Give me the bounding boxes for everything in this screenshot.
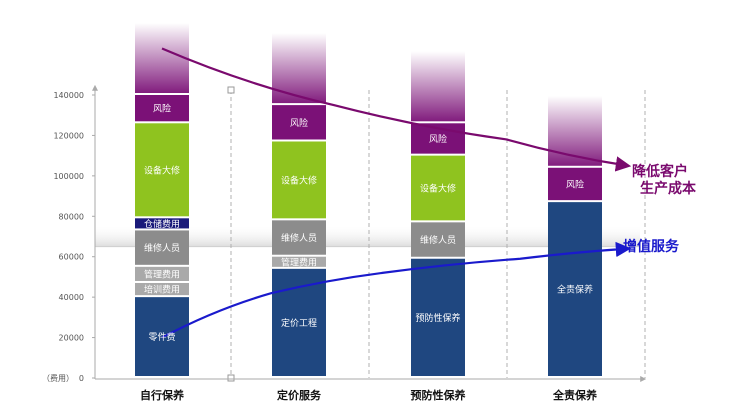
bar-segment-label: 全责保养: [557, 284, 593, 296]
bar-segment-label: 设备大修: [420, 182, 456, 194]
cost-annotation-line1: 降低客户: [632, 163, 688, 180]
bar-segment: [548, 202, 602, 376]
bar-segment-label: 仓储费用: [144, 218, 180, 230]
bar-segment: [272, 105, 326, 140]
bar-segment-label: 设备大修: [144, 164, 180, 176]
bar-segment: [135, 230, 189, 265]
bar-segment-label: 设备大修: [281, 174, 317, 186]
bar-segment-label: 风险: [290, 117, 308, 129]
trend-arrows: [161, 47, 632, 339]
bar-cap-gradient: [135, 23, 189, 93]
divider-marker: [227, 86, 235, 94]
bar-segment: [272, 256, 326, 267]
category-label: 预防性保养: [411, 388, 467, 402]
bar-segment: [411, 258, 465, 376]
grid-lines: [227, 86, 646, 382]
bar-segment-label: 风险: [566, 178, 584, 190]
bar-segment-label: 维修人员: [144, 242, 180, 254]
divider-marker: [227, 374, 235, 382]
y-tick-label: 120000: [53, 131, 84, 140]
category-label: 自行保养: [140, 388, 185, 402]
category-label: 全责保养: [552, 388, 598, 402]
service-annotation: 增值服务: [623, 238, 680, 255]
bar-segment-label: 维修人员: [281, 232, 317, 244]
bar-segment: [272, 141, 326, 219]
cost-annotation-line2: 生产成本: [640, 180, 697, 197]
bar-segment: [411, 155, 465, 221]
category-label: 定价服务: [277, 388, 322, 402]
bar-segment-label: 预防性保养: [415, 312, 460, 324]
y-tick-label: 60000: [59, 253, 84, 262]
bar-segment-label: 风险: [429, 133, 447, 145]
bar-segment-label: 零件费: [148, 331, 175, 343]
axes: [92, 84, 647, 382]
bar-segment: [411, 222, 465, 257]
y-tick-label: 100000: [53, 172, 84, 181]
chart-text: 20000 40000 60000 80000 100000 120000 140000 （费…: [42, 91, 697, 402]
bar-cap-gradient: [411, 51, 465, 122]
bar-segment-label: 管理费用: [144, 268, 180, 280]
bar-segment: [548, 167, 602, 201]
bar-segment-label: 管理费用: [281, 256, 317, 268]
bar-segment: [135, 95, 189, 122]
bar-segment: [135, 282, 189, 296]
y-tick-label: 140000: [53, 91, 84, 100]
y-tick-label: 0: [79, 374, 84, 383]
cost-trend-arrow: [161, 47, 632, 172]
service-trend-arrow: [161, 241, 632, 339]
y-tick-label: 40000: [59, 293, 84, 302]
bar-segment-label: 培训费用: [144, 284, 180, 296]
y-tick-label: 20000: [59, 334, 84, 343]
bar-segment: [135, 218, 189, 229]
bar-segment-label: 维修人员: [420, 234, 456, 246]
bar-segment: [135, 266, 189, 281]
y-tick-label: 80000: [59, 212, 84, 221]
bar-cap-gradient: [548, 95, 602, 166]
y-unit-label: （费用）: [42, 373, 74, 383]
bar-segment-label: 定价工程: [281, 317, 317, 329]
bar-segment: [135, 123, 189, 217]
bar-segment-label: 风险: [153, 103, 171, 115]
bar-cap-gradient: [272, 33, 326, 104]
bar-segment: [272, 220, 326, 255]
